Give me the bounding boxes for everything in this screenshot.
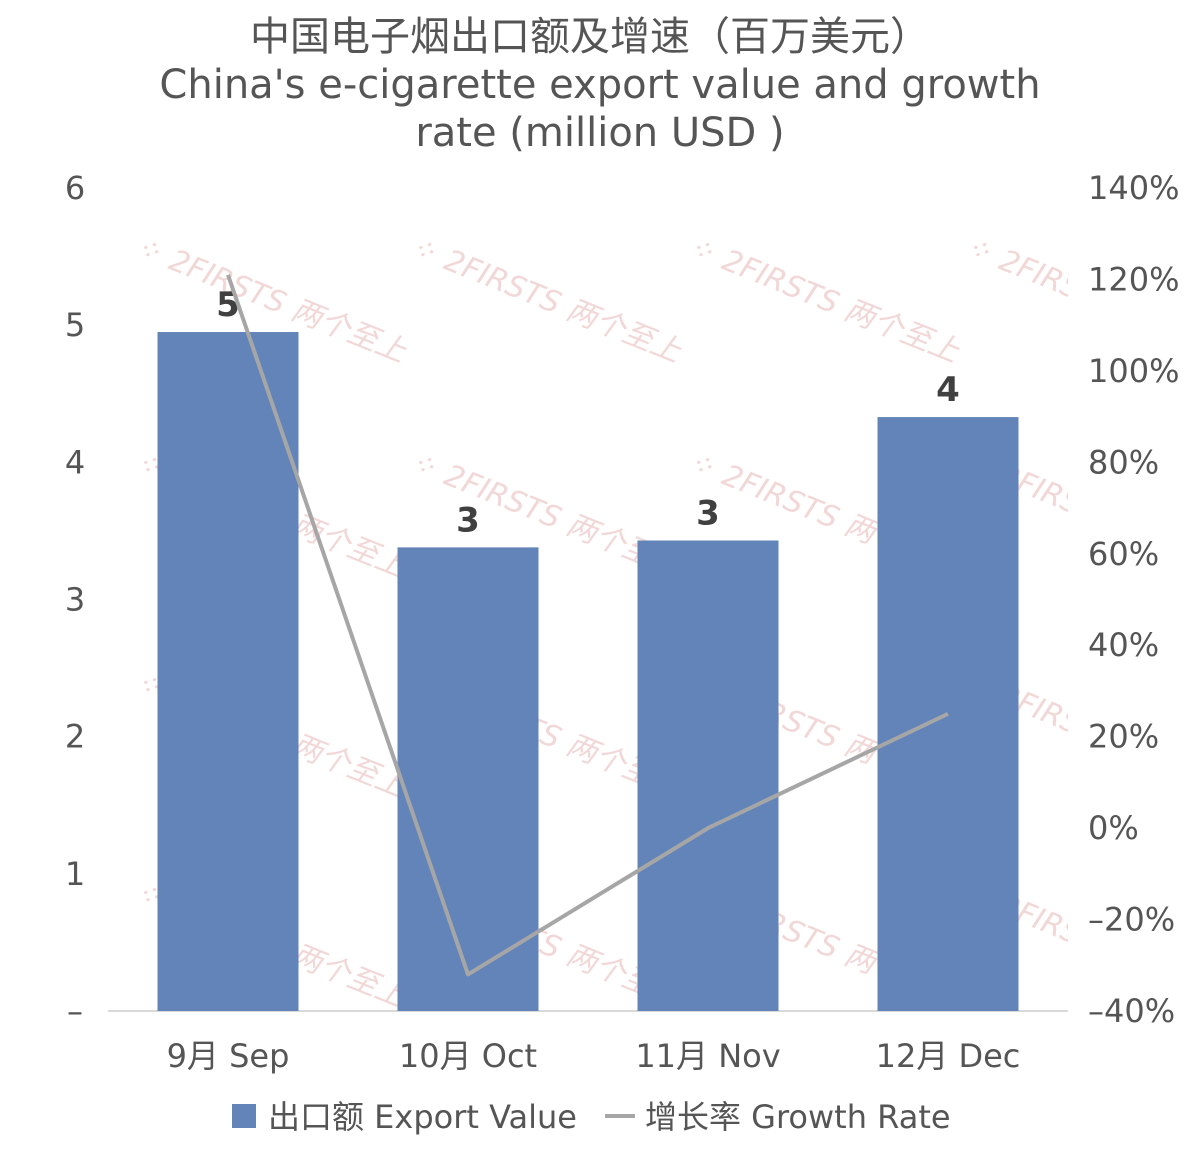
right-axis-tick-label: 20% bbox=[1088, 718, 1159, 756]
bar-data-labels: 53 34 bbox=[216, 285, 960, 540]
right-axis-tick-label: 120% bbox=[1088, 260, 1179, 298]
bar-data-label: 3 bbox=[696, 494, 720, 534]
left-axis-tick-label: 5 bbox=[65, 306, 85, 344]
left-axis-tick-label: 6 bbox=[65, 169, 85, 207]
legend-label-growth-rate: 增长率 Growth Rate bbox=[645, 1098, 951, 1136]
chart-title-line-3: rate (million USD ) bbox=[415, 110, 784, 156]
bar bbox=[397, 547, 539, 1011]
category-labels: 9月 Sep 10月 Oct 11月 Nov 12月 Dec bbox=[167, 1037, 1021, 1075]
bar-series bbox=[157, 332, 1019, 1011]
legend: 出口额 Export Value 增长率 Growth Rate bbox=[232, 1098, 951, 1136]
legend-swatch-export-value bbox=[232, 1104, 256, 1128]
bar-data-label: 3 bbox=[456, 500, 480, 540]
bar bbox=[157, 332, 299, 1011]
left-axis: – 1 2 3 4 5 6 bbox=[65, 169, 85, 1030]
bar bbox=[637, 540, 779, 1011]
right-axis: –40% –20% 0% 20% 40% 60% 80% 100% 120% 140% bbox=[1088, 169, 1179, 1030]
left-axis-tick-label: – bbox=[67, 992, 83, 1030]
right-axis-tick-label: 100% bbox=[1088, 352, 1179, 390]
chart-title-line-2: China's e-cigarette export value and gro… bbox=[159, 62, 1040, 108]
right-axis-tick-label: 40% bbox=[1088, 626, 1159, 664]
watermark-logo: ⁘ 2FIRSTS 两个至上 bbox=[685, 230, 965, 370]
category-label: 9月 Sep bbox=[167, 1037, 290, 1075]
left-axis-tick-label: 2 bbox=[65, 718, 85, 756]
right-axis-tick-label: 0% bbox=[1088, 809, 1139, 847]
right-axis-tick-label: 140% bbox=[1088, 169, 1179, 207]
category-label: 10月 Oct bbox=[399, 1037, 537, 1075]
right-axis-tick-label: –20% bbox=[1088, 901, 1175, 939]
line-series bbox=[226, 274, 949, 977]
right-axis-tick-label: –40% bbox=[1088, 992, 1175, 1030]
chart-title-line-1: 中国电子烟出口额及增速（百万美元） bbox=[250, 14, 930, 60]
bar-data-label: 4 bbox=[936, 370, 960, 410]
left-axis-tick-label: 3 bbox=[65, 581, 85, 619]
watermark-logo: ⁘ 2FIRSTS 两个至上 bbox=[407, 230, 687, 370]
left-axis-tick-label: 1 bbox=[65, 855, 85, 893]
right-axis-tick-label: 80% bbox=[1088, 443, 1159, 481]
left-axis-tick-label: 4 bbox=[65, 443, 85, 481]
legend-label-export-value: 出口额 Export Value bbox=[268, 1098, 577, 1136]
category-label: 12月 Dec bbox=[876, 1037, 1021, 1075]
right-axis-tick-label: 60% bbox=[1088, 535, 1159, 573]
watermark-logo: ⁘ 2FIRSTS 两个至上 bbox=[962, 230, 1200, 370]
category-label: 11月 Nov bbox=[635, 1037, 780, 1075]
growth-rate-line bbox=[226, 274, 949, 977]
